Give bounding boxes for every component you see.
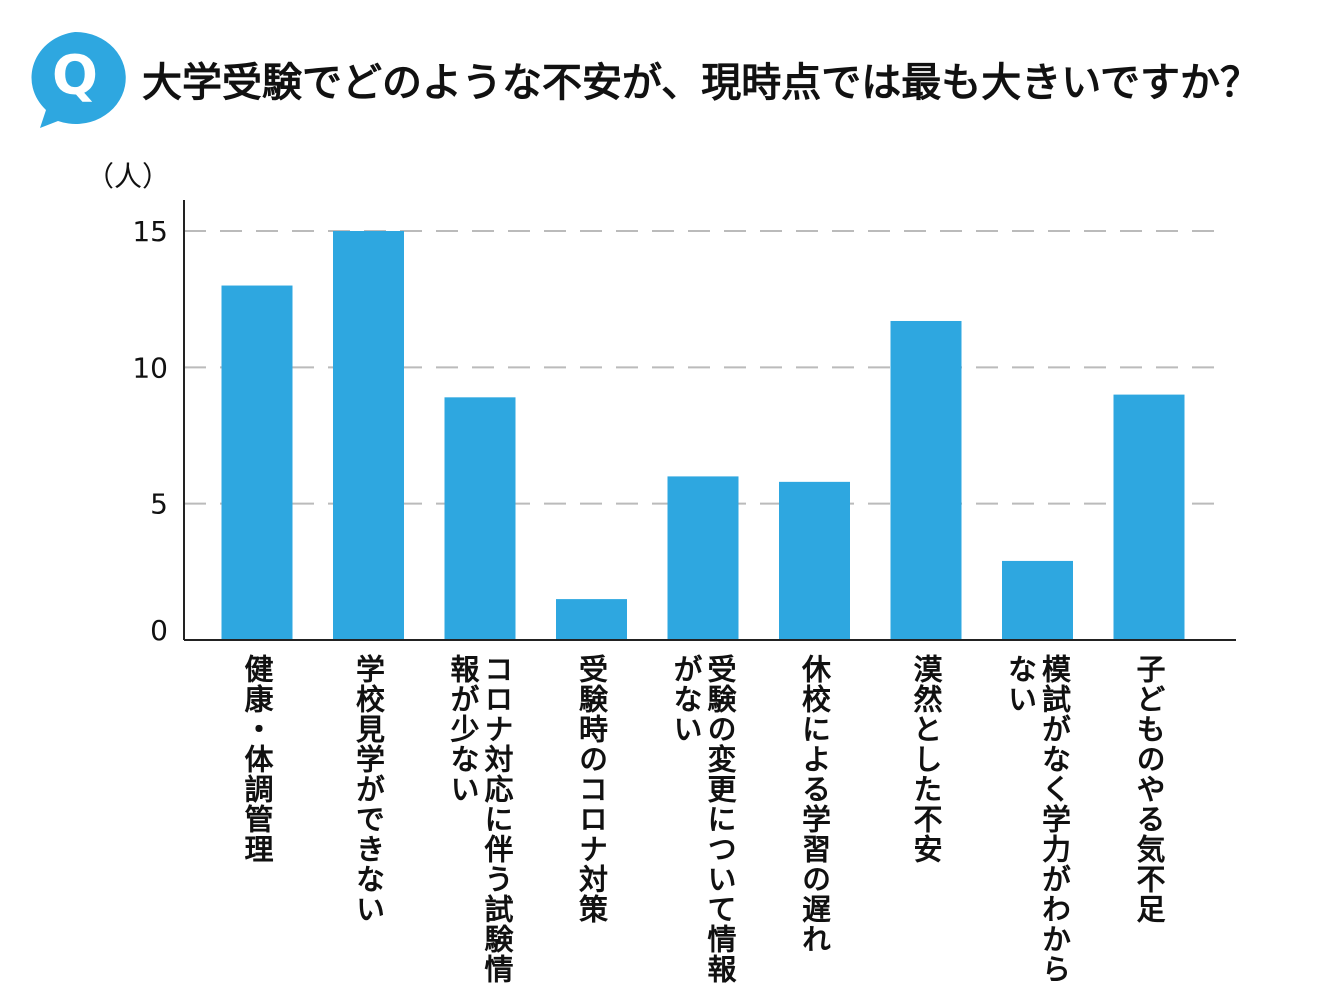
bar-8 <box>1002 560 1073 640</box>
category-label-5: 受験の変更について情報がない <box>669 654 737 984</box>
q-badge-icon: Q <box>31 31 126 129</box>
bars <box>221 231 1185 640</box>
y-tick-labels: 0 5 10 15 <box>132 215 168 647</box>
category-label-8: 模試がなく学力がわからない <box>1003 654 1072 984</box>
bar-9 <box>1113 394 1185 640</box>
category-label-1: 健康・体調管理 <box>240 654 274 864</box>
bar-2 <box>333 231 404 640</box>
category-label-4: 受験時のコロナ対策 <box>574 654 609 924</box>
y-tick-label: 0 <box>150 614 168 647</box>
bar-3 <box>444 397 516 640</box>
category-label-7: 漠然とした不安 <box>909 654 943 864</box>
category-label-2: 学校見学ができない <box>351 654 386 924</box>
speech-bubble-icon <box>31 31 126 129</box>
category-label-9: 子どものやる気不足 <box>1132 654 1166 924</box>
bar-7 <box>890 320 962 640</box>
category-label-6: 休校による学習の遅れ <box>797 654 832 954</box>
bar-5 <box>667 476 739 640</box>
bar-4 <box>556 599 627 640</box>
y-axis-unit-label: （人） <box>86 160 170 193</box>
y-tick-label: 15 <box>132 215 168 248</box>
chart-title: 大学受験でどのような不安が、現時点では最も大きいですか？ <box>142 60 1260 106</box>
y-tick-label: 10 <box>132 351 168 384</box>
y-tick-label: 5 <box>150 488 168 521</box>
category-label-3: コロナ対応に伴う試験情報が少ない <box>446 654 514 984</box>
badge-letter: Q <box>52 44 98 107</box>
bar-6 <box>779 481 850 640</box>
bar-1 <box>221 285 293 640</box>
